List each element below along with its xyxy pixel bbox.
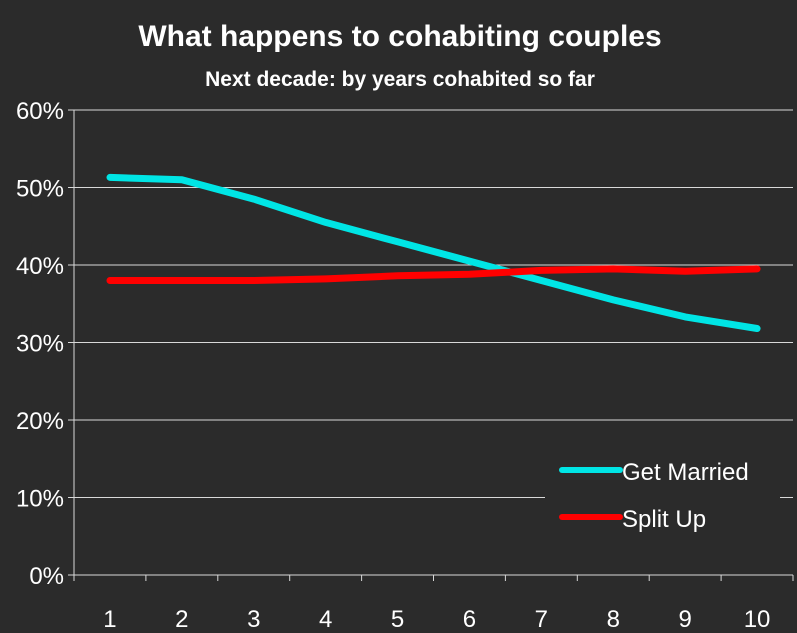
legend-background [545,445,780,545]
chart-subtitle: Next decade: by years cohabited so far [205,68,595,91]
x-tick-label: 7 [535,606,548,633]
x-tick-label: 5 [391,606,404,633]
x-tick-label: 1 [103,606,116,633]
y-tick-labels: 0% 10% 20% 30% 40% 50% 60% [16,98,64,590]
x-tick-label: 6 [463,606,476,633]
x-tick-label: 9 [678,606,691,633]
legend-label-split-up: Split Up [622,506,706,533]
x-tick-label: 2 [175,606,188,633]
series-line-split-up [106,265,761,284]
x-tick-label: 8 [607,606,620,633]
legend: Get Married Split Up [545,445,780,545]
axes [68,109,794,581]
x-tick-label: 4 [319,606,332,633]
y-tick-label: 20% [16,408,64,435]
series-lines [106,173,761,332]
y-tick-label: 0% [29,563,64,590]
y-tick-label: 60% [16,98,64,125]
y-tick-label: 40% [16,253,64,280]
x-tick-label: 3 [247,606,260,633]
x-tick-label: 10 [744,606,771,633]
gridlines [74,109,793,498]
legend-label-get-married: Get Married [622,459,749,486]
series-line-get-married [106,173,761,332]
x-tick-labels: 1 2 3 4 5 6 7 8 9 10 [103,606,770,633]
y-tick-label: 30% [16,331,64,358]
y-tick-label: 10% [16,486,64,513]
y-tick-label: 50% [16,176,64,203]
chart-title: What happens to cohabiting couples [138,20,661,53]
